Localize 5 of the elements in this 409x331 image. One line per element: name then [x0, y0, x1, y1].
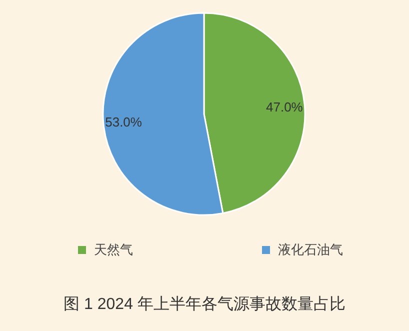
text: 图 1 2024 年上半年各气源事故数量占比 — [64, 295, 346, 313]
data-label: 47.0% — [266, 99, 304, 114]
legend-label: 液化石油气 — [278, 242, 343, 257]
data-label: 53.0% — [105, 114, 142, 130]
legend-label: 天然气 — [94, 242, 133, 257]
